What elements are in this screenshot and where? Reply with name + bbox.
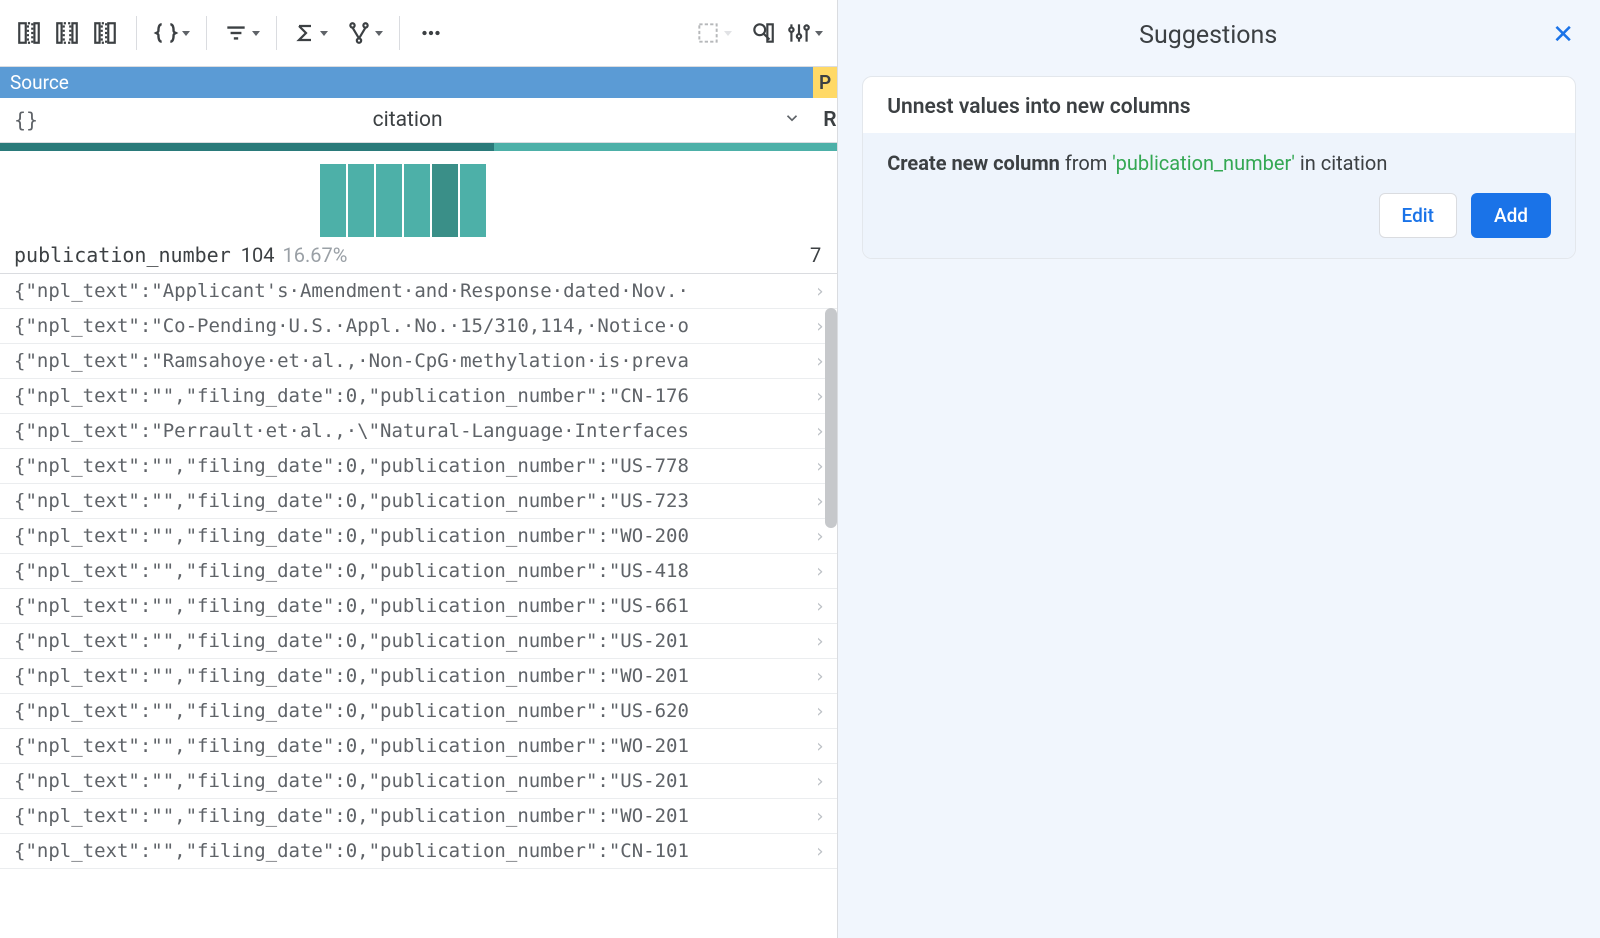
suggestion-desc-bold: Create new column [887, 151, 1060, 175]
add-column-right-icon[interactable] [86, 14, 124, 52]
suggestion-desc-mid: from [1060, 151, 1112, 175]
expand-row-icon[interactable]: › [808, 701, 831, 722]
histogram-bar[interactable] [376, 164, 402, 237]
table-row[interactable]: {"npl_text":"","filing_date":0,"publicat… [0, 659, 837, 694]
column-header[interactable]: {} citation R [0, 98, 837, 143]
cell-value: {"npl_text":"Perrault·et·al.,·\"Natural-… [14, 420, 808, 442]
toolbar-separator [276, 16, 277, 50]
source-label[interactable]: Source [0, 67, 813, 98]
cell-value: {"npl_text":"Applicant's·Amendment·and·R… [14, 280, 808, 302]
cell-value: {"npl_text":"","filing_date":0,"publicat… [14, 735, 808, 757]
column-type-badge: {} [0, 98, 48, 142]
stats-pct: 16.67% [282, 243, 347, 267]
find-column-icon[interactable] [744, 14, 782, 52]
suggestion-description: Create new column from 'publication_numb… [887, 151, 1551, 175]
histogram-bar[interactable] [348, 164, 374, 237]
column-name: citation [48, 98, 767, 142]
suggestions-title: Suggestions [864, 21, 1552, 50]
toolbar-separator [136, 16, 137, 50]
cell-value: {"npl_text":"","filing_date":0,"publicat… [14, 595, 808, 617]
histogram-bar[interactable] [404, 164, 430, 237]
filter-icon[interactable] [219, 14, 264, 52]
edit-button[interactable]: Edit [1379, 193, 1457, 238]
table-row[interactable]: {"npl_text":"","filing_date":0,"publicat… [0, 624, 837, 659]
expand-row-icon[interactable]: › [808, 841, 831, 862]
cell-value: {"npl_text":"","filing_date":0,"publicat… [14, 525, 808, 547]
scrollbar-thumb[interactable] [825, 308, 837, 528]
stats-right-value: 7 [810, 243, 823, 267]
add-column-mid-icon[interactable] [48, 14, 86, 52]
cell-value: {"npl_text":"","filing_date":0,"publicat… [14, 700, 808, 722]
table-row[interactable]: {"npl_text":"","filing_date":0,"publicat… [0, 484, 837, 519]
suggestions-panel: Suggestions ✕ Unnest values into new col… [838, 0, 1600, 938]
braces-icon[interactable] [149, 14, 194, 52]
data-quality-bar [0, 143, 837, 151]
cell-value: {"npl_text":"Ramsahoye·et·al.,·Non-CpG·m… [14, 350, 808, 372]
table-row[interactable]: {"npl_text":"","filing_date":0,"publicat… [0, 554, 837, 589]
merge-icon[interactable] [342, 14, 387, 52]
source-header-row: Source P [0, 67, 837, 98]
table-row[interactable]: {"npl_text":"Applicant's·Amendment·and·R… [0, 274, 837, 309]
table-row[interactable]: {"npl_text":"","filing_date":0,"publicat… [0, 379, 837, 414]
suggestion-desc-field: 'publication_number' [1112, 151, 1295, 175]
table-row[interactable]: {"npl_text":"Co-Pending·U.S.·Appl.·No.·1… [0, 309, 837, 344]
toolbar [0, 0, 837, 67]
stats-count: 104 [241, 243, 275, 267]
toolbar-separator [399, 16, 400, 50]
expand-row-icon[interactable]: › [808, 806, 831, 827]
table-row[interactable]: {"npl_text":"","filing_date":0,"publicat… [0, 449, 837, 484]
expand-row-icon[interactable]: › [808, 736, 831, 757]
table-row[interactable]: {"npl_text":"","filing_date":0,"publicat… [0, 589, 837, 624]
next-column-initial: R [817, 98, 837, 142]
expand-row-icon[interactable]: › [808, 561, 831, 582]
suggestion-card: Unnest values into new columns Create ne… [862, 76, 1576, 259]
histogram-bar[interactable] [460, 164, 486, 237]
cell-value: {"npl_text":"Co-Pending·U.S.·Appl.·No.·1… [14, 315, 808, 337]
expand-row-icon[interactable]: › [808, 596, 831, 617]
table-row[interactable]: {"npl_text":"","filing_date":0,"publicat… [0, 764, 837, 799]
expand-row-icon[interactable]: › [808, 771, 831, 792]
cell-value: {"npl_text":"","filing_date":0,"publicat… [14, 490, 808, 512]
expand-row-icon[interactable]: › [808, 631, 831, 652]
suggestion-card-title: Unnest values into new columns [863, 77, 1575, 133]
table-row[interactable]: {"npl_text":"","filing_date":0,"publicat… [0, 834, 837, 869]
cell-value: {"npl_text":"","filing_date":0,"publicat… [14, 630, 808, 652]
expand-row-icon[interactable]: › [808, 526, 831, 547]
column-stats: publication_number 104 16.67% 7 [0, 239, 837, 274]
table-row[interactable]: {"npl_text":"","filing_date":0,"publicat… [0, 519, 837, 554]
table-row[interactable]: {"npl_text":"","filing_date":0,"publicat… [0, 799, 837, 834]
data-rows[interactable]: {"npl_text":"Applicant's·Amendment·and·R… [0, 274, 837, 938]
table-row[interactable]: {"npl_text":"","filing_date":0,"publicat… [0, 729, 837, 764]
column-dropdown-icon[interactable] [767, 99, 817, 141]
cell-value: {"npl_text":"","filing_date":0,"publicat… [14, 840, 808, 862]
cell-value: {"npl_text":"","filing_date":0,"publicat… [14, 805, 808, 827]
cell-value: {"npl_text":"","filing_date":0,"publicat… [14, 770, 808, 792]
suggestion-desc-suffix: in citation [1295, 151, 1387, 175]
next-source-initial[interactable]: P [813, 67, 837, 98]
settings-icon[interactable] [782, 14, 827, 52]
value-histogram[interactable] [0, 151, 837, 239]
select-area-icon[interactable] [691, 14, 736, 52]
cell-value: {"npl_text":"","filing_date":0,"publicat… [14, 665, 808, 687]
close-icon[interactable]: ✕ [1552, 20, 1574, 50]
cell-value: {"npl_text":"","filing_date":0,"publicat… [14, 560, 808, 582]
sigma-icon[interactable] [289, 14, 332, 52]
table-row[interactable]: {"npl_text":"Perrault·et·al.,·\"Natural-… [0, 414, 837, 449]
expand-row-icon[interactable]: › [808, 666, 831, 687]
add-button[interactable]: Add [1471, 193, 1551, 238]
stats-label: publication_number [14, 243, 231, 267]
data-grid-pane: Source P {} citation R publication_numbe… [0, 0, 838, 938]
table-row[interactable]: {"npl_text":"Ramsahoye·et·al.,·Non-CpG·m… [0, 344, 837, 379]
histogram-bar[interactable] [320, 164, 346, 237]
table-row[interactable]: {"npl_text":"","filing_date":0,"publicat… [0, 694, 837, 729]
expand-row-icon[interactable]: › [808, 281, 831, 302]
toolbar-separator [206, 16, 207, 50]
cell-value: {"npl_text":"","filing_date":0,"publicat… [14, 385, 808, 407]
cell-value: {"npl_text":"","filing_date":0,"publicat… [14, 455, 808, 477]
histogram-bar[interactable] [432, 164, 458, 237]
more-icon[interactable] [412, 14, 450, 52]
add-column-left-icon[interactable] [10, 14, 48, 52]
